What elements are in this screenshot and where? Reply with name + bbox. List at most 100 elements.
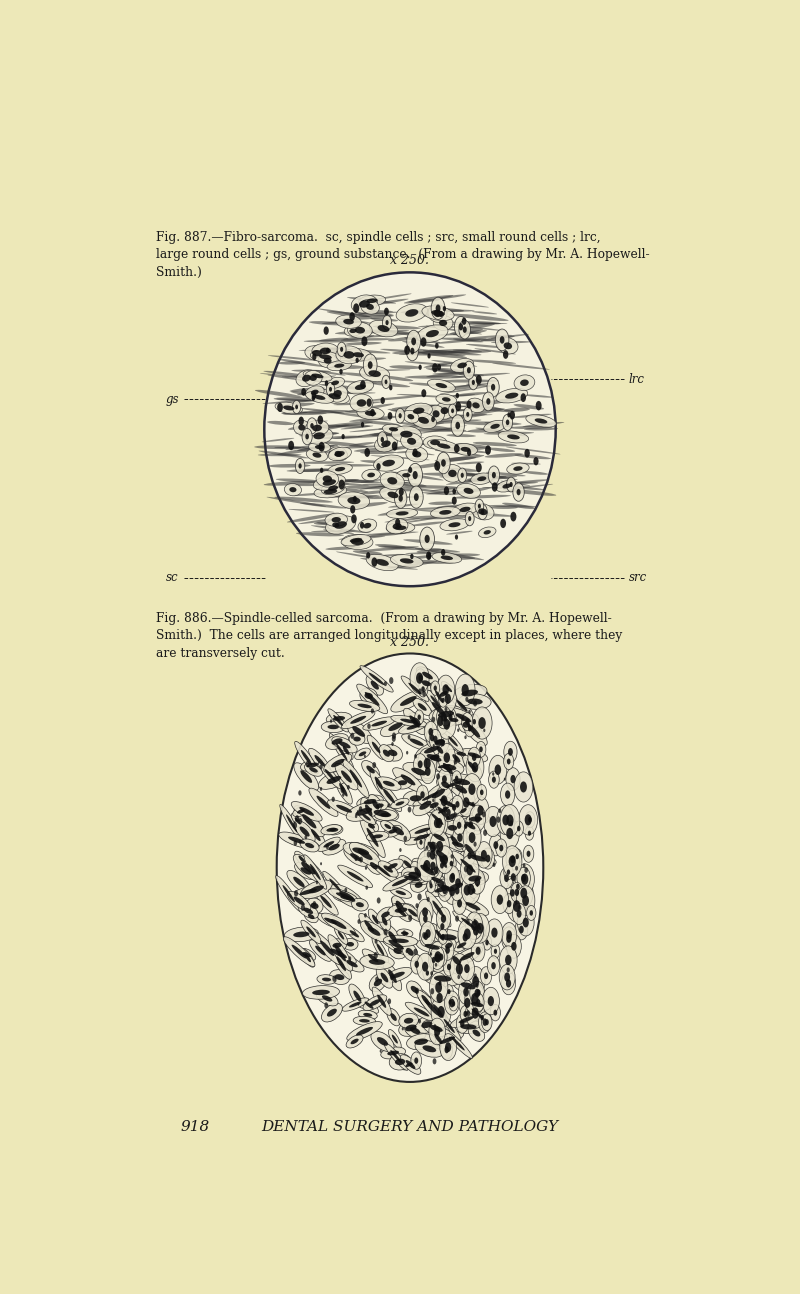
Ellipse shape: [450, 694, 474, 718]
Ellipse shape: [491, 945, 500, 959]
Ellipse shape: [301, 920, 322, 943]
Ellipse shape: [314, 395, 326, 400]
Ellipse shape: [276, 876, 302, 912]
Ellipse shape: [443, 774, 480, 791]
Ellipse shape: [366, 828, 378, 848]
Ellipse shape: [255, 389, 302, 397]
Ellipse shape: [437, 857, 447, 873]
Ellipse shape: [466, 511, 474, 525]
Ellipse shape: [526, 906, 536, 920]
Ellipse shape: [282, 885, 295, 902]
Ellipse shape: [353, 303, 359, 313]
Ellipse shape: [324, 753, 352, 773]
Ellipse shape: [522, 471, 548, 475]
Ellipse shape: [472, 992, 484, 1012]
Ellipse shape: [294, 854, 323, 883]
Ellipse shape: [426, 308, 464, 312]
Ellipse shape: [312, 347, 350, 349]
Ellipse shape: [466, 919, 470, 924]
Ellipse shape: [452, 771, 462, 785]
Ellipse shape: [374, 978, 382, 986]
Ellipse shape: [359, 857, 363, 863]
Ellipse shape: [341, 426, 374, 430]
Ellipse shape: [372, 937, 389, 963]
Ellipse shape: [298, 379, 329, 382]
Ellipse shape: [536, 401, 542, 410]
Ellipse shape: [396, 901, 403, 908]
Ellipse shape: [366, 399, 372, 406]
Ellipse shape: [341, 787, 345, 793]
Ellipse shape: [392, 732, 396, 739]
Ellipse shape: [434, 309, 442, 317]
Ellipse shape: [520, 782, 527, 792]
Ellipse shape: [510, 883, 523, 902]
Ellipse shape: [462, 317, 466, 325]
Ellipse shape: [510, 820, 513, 827]
Ellipse shape: [441, 713, 446, 722]
Ellipse shape: [445, 1042, 451, 1052]
Ellipse shape: [433, 735, 438, 743]
Ellipse shape: [464, 846, 475, 864]
Ellipse shape: [322, 475, 332, 483]
Ellipse shape: [382, 459, 395, 467]
Ellipse shape: [467, 723, 480, 738]
Ellipse shape: [445, 942, 452, 949]
Ellipse shape: [406, 1003, 438, 1022]
Ellipse shape: [474, 348, 516, 355]
Ellipse shape: [360, 475, 414, 483]
Ellipse shape: [450, 718, 453, 722]
Ellipse shape: [494, 1009, 498, 1016]
Ellipse shape: [384, 968, 412, 982]
Ellipse shape: [347, 380, 374, 393]
Ellipse shape: [470, 870, 485, 894]
Ellipse shape: [504, 343, 512, 349]
Ellipse shape: [404, 876, 420, 881]
Ellipse shape: [430, 1025, 442, 1031]
Ellipse shape: [406, 949, 414, 956]
Ellipse shape: [442, 939, 454, 960]
Ellipse shape: [455, 886, 459, 894]
Ellipse shape: [278, 832, 314, 849]
Ellipse shape: [468, 516, 471, 521]
Ellipse shape: [386, 320, 389, 325]
Ellipse shape: [446, 809, 450, 815]
Ellipse shape: [386, 509, 418, 519]
Ellipse shape: [442, 697, 445, 703]
Ellipse shape: [433, 383, 494, 389]
Ellipse shape: [435, 850, 448, 861]
Ellipse shape: [339, 783, 347, 797]
Ellipse shape: [409, 383, 444, 387]
Ellipse shape: [463, 823, 481, 853]
Ellipse shape: [499, 964, 515, 990]
Ellipse shape: [278, 402, 314, 408]
Text: src: src: [629, 571, 647, 585]
Ellipse shape: [400, 558, 414, 564]
Ellipse shape: [473, 983, 484, 1002]
Ellipse shape: [391, 716, 427, 727]
Ellipse shape: [424, 970, 462, 986]
Ellipse shape: [441, 915, 446, 923]
Ellipse shape: [347, 322, 372, 338]
Ellipse shape: [391, 898, 406, 919]
Ellipse shape: [360, 665, 394, 692]
Ellipse shape: [457, 700, 468, 712]
Ellipse shape: [452, 851, 484, 880]
Ellipse shape: [440, 1034, 457, 1061]
Ellipse shape: [328, 487, 368, 493]
Ellipse shape: [314, 475, 346, 490]
Ellipse shape: [428, 942, 447, 972]
Ellipse shape: [448, 749, 465, 767]
Ellipse shape: [472, 1007, 478, 1018]
Ellipse shape: [415, 1016, 438, 1034]
Ellipse shape: [426, 846, 429, 850]
Ellipse shape: [510, 775, 516, 783]
Ellipse shape: [330, 828, 338, 832]
Ellipse shape: [406, 723, 422, 730]
Ellipse shape: [302, 428, 312, 445]
Ellipse shape: [429, 1018, 446, 1044]
Ellipse shape: [406, 553, 445, 554]
Ellipse shape: [357, 795, 383, 809]
Ellipse shape: [331, 518, 341, 523]
Ellipse shape: [431, 814, 443, 824]
Ellipse shape: [372, 915, 378, 924]
